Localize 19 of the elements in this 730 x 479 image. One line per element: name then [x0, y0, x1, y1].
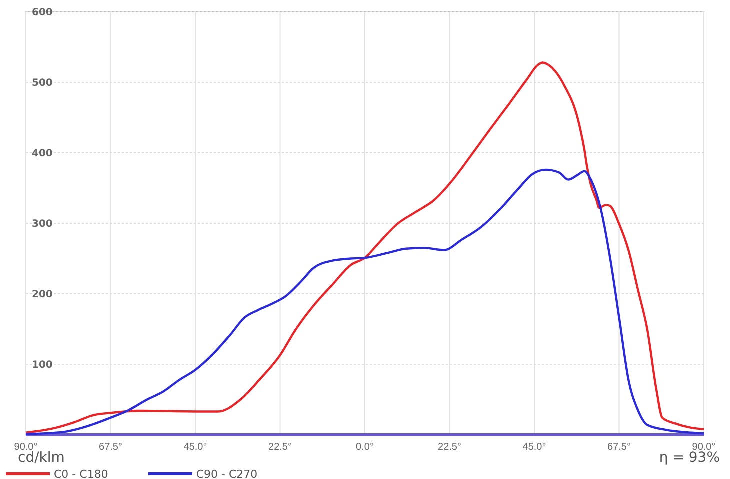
x-tick-label: 67.5° — [99, 442, 122, 454]
legend-label: C0 - C180 — [54, 468, 108, 479]
y-tick-label: 300 — [32, 219, 53, 230]
y-tick-label: 100 — [32, 360, 53, 371]
x-tick-label: 45.0° — [184, 442, 208, 454]
x-tick-label: 45.0° — [522, 442, 546, 454]
x-tick-label: 67.5° — [608, 442, 631, 454]
text: cd/klm — [18, 450, 65, 466]
text: η = 93% — [659, 450, 720, 466]
x-tick-label: 0.0° — [356, 442, 374, 454]
legend-label: C90 - C270 — [196, 468, 258, 479]
y-tick-label: 500 — [32, 78, 53, 89]
line-series — [24, 168, 706, 436]
y-tick-label: 600 — [32, 8, 53, 18]
x-tick-label: 22.5° — [268, 442, 292, 454]
y-tick-label: 400 — [32, 148, 53, 160]
y-tick-label: 200 — [32, 290, 53, 300]
line-series — [24, 62, 706, 434]
x-tick-label: 22.5° — [438, 442, 462, 454]
